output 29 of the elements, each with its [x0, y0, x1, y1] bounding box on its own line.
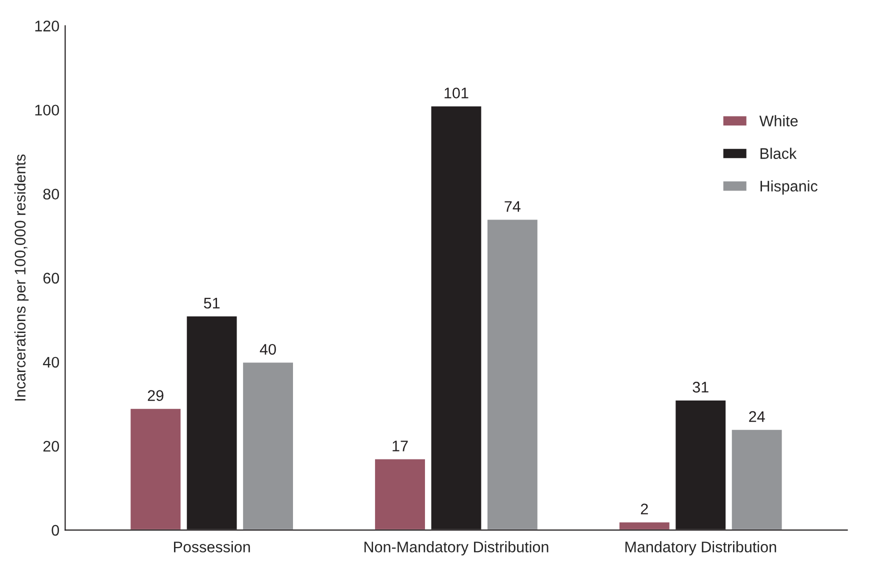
- y-tick-label: 60: [43, 272, 60, 284]
- bar: [618, 520, 671, 530]
- data-label: 29: [148, 390, 164, 401]
- legend-label: White: [759, 115, 798, 126]
- y-tick-label: 120: [35, 20, 60, 32]
- x-tick-label: Mandatory Distribution: [625, 541, 776, 556]
- data-label: 17: [392, 440, 408, 452]
- data-label: 31: [692, 382, 708, 393]
- bar: [486, 218, 539, 530]
- legend-label: Black: [760, 148, 797, 159]
- legend-label: Hispanic: [760, 180, 818, 195]
- bar: [129, 407, 182, 530]
- y-tick-label: 20: [43, 440, 60, 452]
- data-label: 51: [204, 298, 220, 309]
- y-tick-label: 0: [52, 524, 60, 536]
- bar: [374, 458, 426, 530]
- bar: [730, 428, 784, 530]
- data-label: 101: [444, 88, 468, 98]
- y-axis-title: Incarcerations per 100,000 residents: [14, 154, 29, 400]
- x-tick-label: Non-Mandatory Distribution: [364, 541, 548, 556]
- data-label: 74: [504, 201, 520, 212]
- x-tick-label: Possession: [174, 541, 250, 552]
- data-label: 40: [260, 344, 276, 355]
- data-label: 24: [749, 411, 765, 422]
- y-tick-label: 40: [42, 356, 60, 368]
- bar: [242, 361, 294, 530]
- y-tick-label: 80: [43, 188, 60, 200]
- data-label: 2: [640, 504, 648, 514]
- y-tick-label: 100: [35, 104, 60, 116]
